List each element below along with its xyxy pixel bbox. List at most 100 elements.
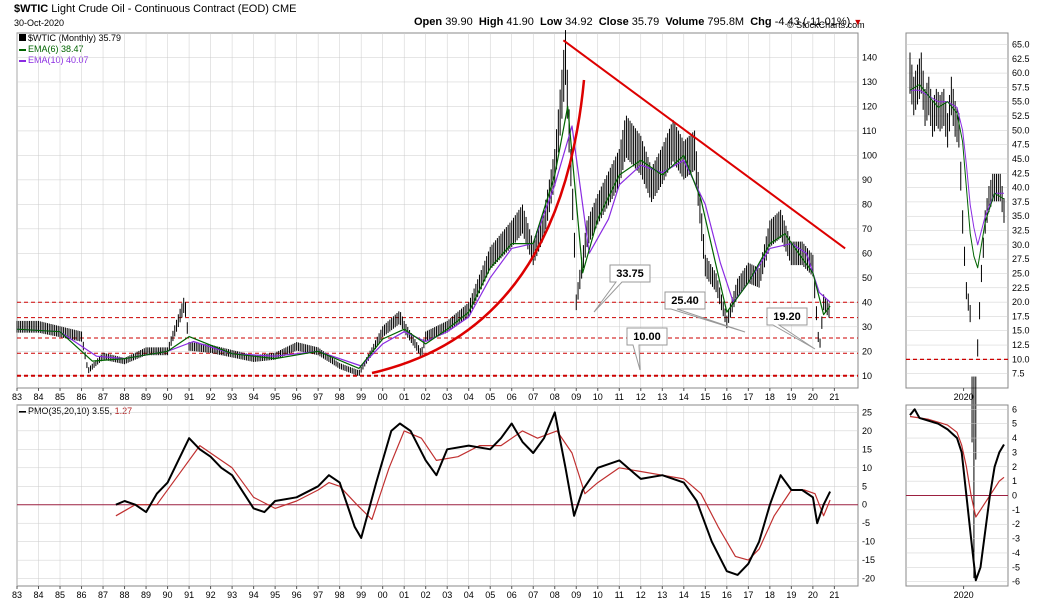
pmo-y-tick-label: -5 [862, 518, 870, 528]
inset-price-y-label: 20.0 [1012, 297, 1030, 307]
pmo-panel-frame [16, 404, 859, 587]
price-x-label: 13 [657, 392, 667, 402]
price-x-label: 96 [292, 392, 302, 402]
price-x-label: 00 [378, 392, 388, 402]
price-y-tick-label: 50 [862, 273, 872, 283]
pmo-x-label: 11 [615, 590, 624, 600]
ohlc-readout: Open 39.90 High 41.90 Low 34.92 Close 35… [414, 16, 862, 28]
legend-ema10: EMA(10) 40.07 [19, 54, 89, 66]
inset-pmo-y-label: 2 [1012, 462, 1017, 472]
pmo-signal-value: 1.27 [114, 406, 133, 416]
pmo-y-tick-label: 20 [862, 426, 872, 436]
chart-title: $WTIC Light Crude Oil - Continuous Contr… [14, 3, 296, 15]
price-x-label: 05 [485, 392, 495, 402]
inset-price-y-label: 47.5 [1012, 140, 1030, 150]
legend-ema6-swatch [19, 48, 26, 51]
inset-price-y-label: 65.0 [1012, 39, 1030, 49]
price-x-label: 11 [615, 392, 624, 402]
legend-ema10-text: EMA(10) 40.07 [28, 55, 89, 65]
price-x-label: 93 [227, 392, 237, 402]
inset-price-y-label: 27.5 [1012, 254, 1030, 264]
change-value: -4.43 (-11.01%) [774, 16, 851, 28]
pmo-x-label: 89 [141, 590, 151, 600]
inset-price-y-label: 40.0 [1012, 183, 1030, 193]
pmo-x-label: 07 [528, 590, 538, 600]
inset-price-y-label: 30.0 [1012, 240, 1030, 250]
pmo-x-label: 95 [270, 590, 280, 600]
price-y-tick-label: 90 [862, 175, 872, 185]
pmo-x-label: 17 [743, 590, 753, 600]
price-y-tick-label: 140 [862, 52, 877, 62]
inset-pmo-y-label: 3 [1012, 447, 1017, 457]
callout-33-75-box [593, 264, 651, 313]
pmo-x-label: 87 [98, 590, 108, 600]
ema6-line [16, 105, 831, 369]
callout-19-20-box [766, 307, 816, 350]
pmo-x-label: 06 [507, 590, 517, 600]
price-y-tick-label: 40 [862, 297, 872, 307]
pmo-x-label: 88 [120, 590, 130, 600]
inset-pmo-y-label: 5 [1012, 419, 1017, 429]
legend-ema6-text: EMA(6) 38.47 [28, 44, 84, 54]
price-y-tick-label: 130 [862, 77, 877, 87]
price-x-label: 99 [356, 392, 366, 402]
pmo-y-tick-label: 25 [862, 407, 872, 417]
inset-price-y-label: 52.5 [1012, 111, 1030, 121]
price-x-label: 89 [141, 392, 151, 402]
low-value: 34.92 [565, 16, 593, 28]
price-x-label: 21 [829, 392, 839, 402]
pmo-x-label: 10 [593, 590, 603, 600]
pmo-x-label: 08 [550, 590, 560, 600]
callout-33-75-label: 33.75 [616, 268, 644, 280]
price-x-label: 16 [722, 392, 732, 402]
pmo-label: PMO(35,20,10) [28, 406, 90, 416]
price-y-tick-label: 20 [862, 346, 872, 356]
inset-pmo-x-label: 2020 [954, 590, 974, 600]
inset-pmo-y-label: -2 [1012, 519, 1020, 529]
inset-price-y-label: 57.5 [1012, 82, 1030, 92]
callout-25-40-label: 25.40 [671, 295, 699, 307]
close-label: Close [598, 16, 629, 28]
inset-price-frame [905, 32, 1009, 389]
inset-price-y-label: 17.5 [1012, 311, 1030, 321]
pmo-x-label: 90 [163, 590, 173, 600]
price-x-label: 87 [98, 392, 108, 402]
pmo-line [115, 411, 831, 576]
legend-price-swatch [19, 34, 26, 41]
inset-ema10-line [910, 89, 1004, 246]
pmo-legend-swatch [19, 410, 26, 413]
pmo-x-label: 98 [335, 590, 345, 600]
pmo-x-label: 13 [657, 590, 667, 600]
inset-price-y-label: 62.5 [1012, 54, 1030, 64]
instrument-name: Light Crude Oil - Continuous Contract (E… [51, 3, 269, 15]
pmo-x-label: 19 [786, 590, 796, 600]
inset-ema6-line [909, 84, 1005, 269]
inset-price-y-label: 37.5 [1012, 197, 1030, 207]
price-x-label: 01 [399, 392, 409, 402]
pmo-legend: PMO(35,20,10) 3.55, 1.27 [19, 405, 132, 417]
legend-price-text: $WTIC (Monthly) 35.79 [28, 33, 122, 43]
inset-pmo-y-label: -4 [1012, 548, 1020, 558]
inset-price-y-label: 22.5 [1012, 283, 1030, 293]
price-x-label: 02 [421, 392, 431, 402]
pmo-x-label: 86 [77, 590, 87, 600]
parabolic-arc [371, 79, 586, 375]
volume-label: Volume [665, 16, 705, 28]
inset-price-y-label: 32.5 [1012, 226, 1030, 236]
pmo-x-label: 21 [829, 590, 839, 600]
price-x-label: 03 [442, 392, 452, 402]
pmo-x-label: 85 [55, 590, 65, 600]
price-x-label: 85 [55, 392, 65, 402]
inset-price-y-label: 12.5 [1012, 340, 1030, 350]
close-value: 35.79 [631, 16, 660, 28]
pmo-x-label: 97 [313, 590, 323, 600]
price-x-label: 92 [206, 392, 216, 402]
low-label: Low [540, 16, 563, 28]
pmo-x-label: 84 [34, 590, 44, 600]
pmo-value: 3.55 [92, 406, 110, 416]
pmo-y-tick-label: 15 [862, 444, 872, 454]
pmo-y-tick-label: 10 [862, 463, 872, 473]
inset-pmo-signal-line [909, 415, 1005, 518]
price-y-tick-label: 70 [862, 224, 872, 234]
pmo-x-label: 02 [421, 590, 431, 600]
